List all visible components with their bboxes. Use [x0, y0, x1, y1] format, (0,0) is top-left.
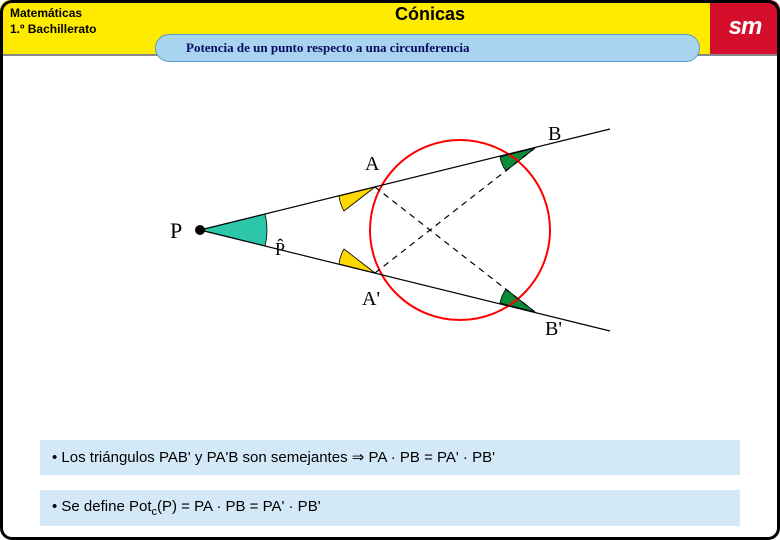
formula2-part-b: (P) = PA · PB = PA' · PB' [157, 498, 321, 515]
svg-text:B: B [548, 123, 561, 145]
level-label: 1.º Bachillerato [10, 22, 140, 38]
svg-text:B': B' [545, 318, 562, 340]
formula2-part-a: • Se define Pot [52, 498, 152, 515]
header-subject-block: Matemáticas 1.º Bachillerato [0, 0, 150, 54]
subtitle-text: Potencia de un punto respecto a una circ… [186, 40, 469, 56]
svg-text:P: P [170, 218, 182, 243]
logo-text: sm [729, 13, 762, 41]
svg-text:P̂: P̂ [275, 238, 285, 259]
svg-text:A': A' [362, 288, 380, 310]
formula1-part-b: PA · PB = PA' · PB' [369, 449, 495, 466]
subtitle-bar: Potencia de un punto respecto a una circ… [155, 34, 700, 62]
svg-text:A: A [365, 153, 380, 175]
page-title: Cónicas [395, 4, 465, 25]
geometry-diagram: P P̂ A B A' B' [140, 90, 620, 370]
logo-block: sm [710, 0, 780, 54]
diagram-area: P P̂ A B A' B' [0, 80, 780, 390]
subject-label: Matemáticas [10, 6, 140, 22]
formula-line-2: • Se define Potc(P) = PA · PB = PA' · PB… [40, 490, 740, 526]
formula-line-1: • Los triángulos PAB' y PA'B son semejan… [40, 440, 740, 475]
formula1-part-a: • Los triángulos PAB' y PA'B son semejan… [52, 449, 352, 466]
implies-symbol: ⇒ [352, 450, 365, 466]
